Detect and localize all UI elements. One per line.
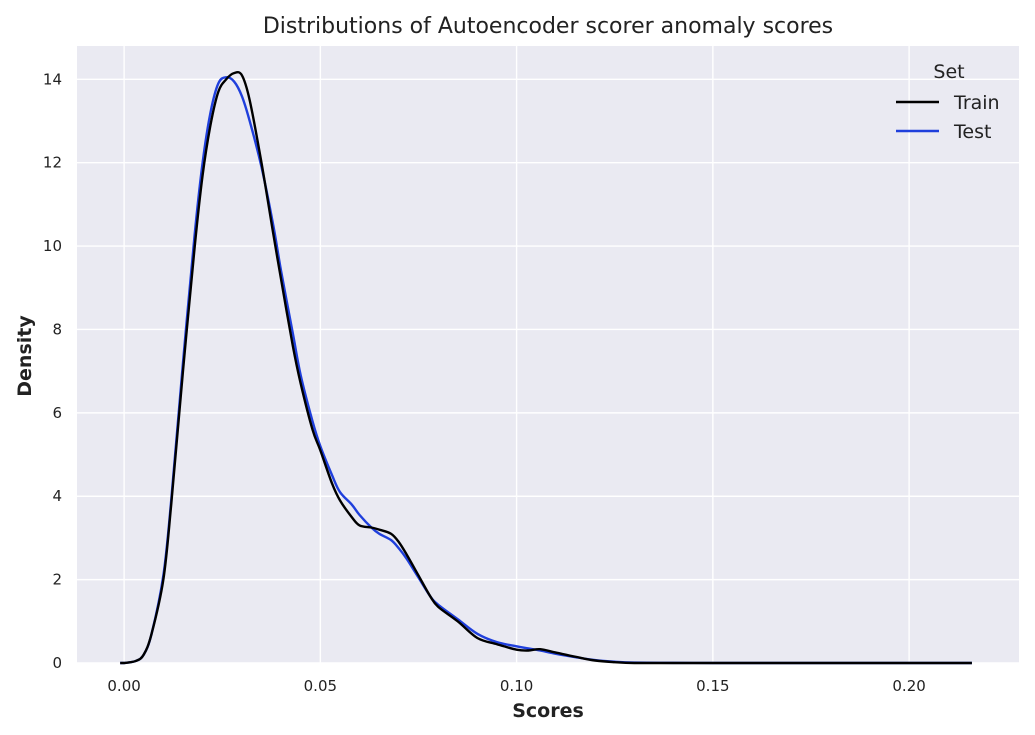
legend-title: Set [933, 61, 964, 83]
y-tick-label: 12 [43, 154, 62, 172]
y-tick-label: 2 [52, 571, 62, 589]
y-tick-label: 0 [52, 654, 62, 672]
legend-label-test: Test [953, 121, 991, 143]
x-tick-label: 0.05 [304, 677, 337, 695]
x-tick-label: 0.00 [107, 677, 140, 695]
chart-title: Distributions of Autoencoder scorer anom… [263, 14, 833, 39]
y-tick-label: 8 [52, 320, 62, 338]
x-tick-label: 0.15 [696, 677, 729, 695]
y-tick-label: 4 [52, 487, 62, 505]
series-line-train [120, 70, 972, 665]
plot-area [77, 46, 1019, 663]
series-lines [120, 70, 972, 665]
y-tick-label: 6 [52, 404, 62, 422]
x-axis-title: Scores [512, 700, 584, 722]
y-tick-label: 10 [43, 237, 62, 255]
legend: Set Train Test [896, 61, 1000, 143]
y-axis-title: Density [14, 315, 36, 397]
legend-label-train: Train [953, 92, 1000, 114]
x-tick-labels: 0.00 0.05 0.10 0.15 0.20 [107, 677, 925, 695]
x-tick-label: 0.10 [500, 677, 533, 695]
grid-lines [77, 46, 1019, 664]
y-tick-labels: 0 2 4 6 8 10 12 14 [43, 70, 62, 672]
x-tick-label: 0.20 [892, 677, 925, 695]
y-tick-label: 14 [43, 70, 62, 88]
